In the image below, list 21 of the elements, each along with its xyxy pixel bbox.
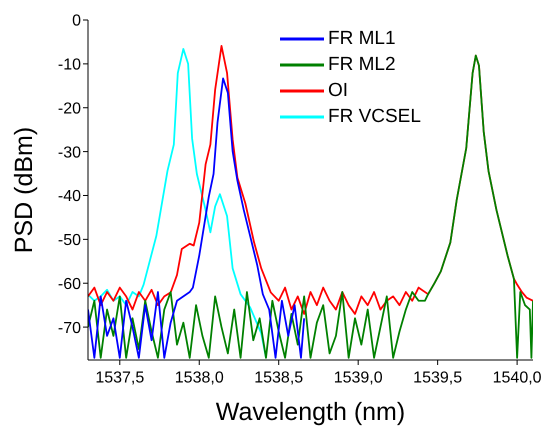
legend-label: FR ML1: [328, 27, 396, 51]
x-tick-label: 1540,0: [492, 369, 542, 386]
y-axis-title: PSD (dBm): [10, 126, 38, 254]
y-tick-label: -50: [58, 232, 82, 250]
x-tick-label: 1539,0: [334, 369, 383, 386]
legend-label: OI: [328, 79, 348, 103]
x-axis-title: Wavelength (nm): [216, 398, 406, 426]
y-tick-label: 0: [72, 12, 82, 30]
x-tick-label: 1538,0: [174, 369, 224, 386]
y-tick-label: -60: [58, 276, 82, 293]
x-tick-label: 1539,5: [413, 369, 462, 386]
x-tick-label: 1538,5: [254, 369, 304, 386]
legend-label: FR VCSEL: [328, 105, 421, 129]
line-series: [88, 77, 306, 359]
y-tick-label: -40: [58, 188, 82, 206]
legend-label: FR ML2: [328, 53, 396, 77]
y-tick-label: -20: [58, 100, 82, 118]
y-tick-label: -70: [58, 320, 82, 337]
y-tick-label: -30: [58, 144, 82, 162]
x-tick-label: 1537,5: [95, 369, 144, 386]
y-tick-label: -10: [58, 56, 82, 74]
